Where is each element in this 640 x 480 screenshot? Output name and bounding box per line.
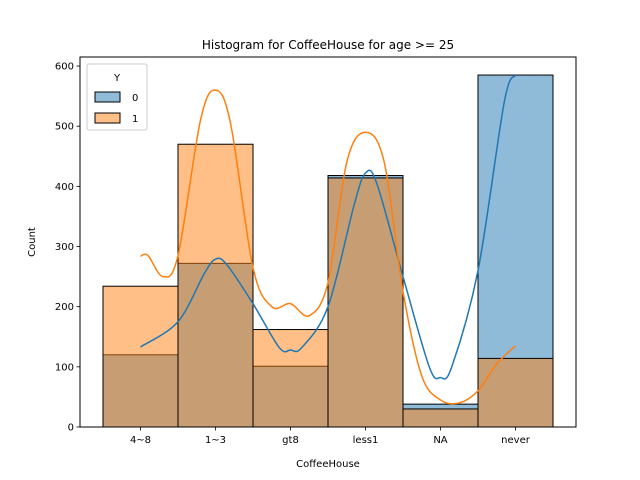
- y-tick-label-400: 400: [55, 182, 74, 193]
- chart-title: Histogram for CoffeeHouse for age >= 25: [202, 38, 454, 52]
- y-tick-label-0: 0: [68, 423, 74, 434]
- y-axis: 0 100 200 300 400 500 600: [55, 62, 80, 434]
- bar-series-1-less1: [327, 177, 404, 428]
- plot-frame: [79, 56, 577, 428]
- legend-label-1: 1: [132, 114, 138, 125]
- x-tick-label-4~8: 4~8: [130, 435, 151, 446]
- y-tick-label-300: 300: [55, 242, 74, 253]
- kde-line-series-1: [140, 89, 517, 405]
- kde-line-series-0: [140, 74, 517, 380]
- x-tick-label-never: never: [501, 435, 531, 446]
- y-tick-label-500: 500: [55, 122, 74, 133]
- y-tick-label-600: 600: [55, 62, 74, 73]
- x-tick-label-NA: NA: [433, 435, 447, 446]
- x-tick-label-1~3: 1~3: [205, 435, 226, 446]
- legend-swatch-1: [94, 112, 121, 124]
- legend: Y 0 1: [86, 63, 148, 131]
- x-tick-label-less1: less1: [353, 435, 379, 446]
- bar-series-1-gt8: [252, 329, 329, 428]
- legend-label-0: 0: [132, 93, 138, 104]
- legend-title: Y: [113, 73, 121, 84]
- bar-series-1-never: [477, 357, 554, 428]
- y-axis-label: Count: [27, 227, 38, 257]
- bar-series-1-NA: [402, 408, 479, 428]
- bars-layer: [102, 74, 554, 428]
- x-tick-label-gt8: gt8: [282, 435, 299, 446]
- kde-layer: [140, 74, 517, 405]
- y-tick-label-100: 100: [55, 362, 74, 373]
- x-axis: 4~8 1~3 gt8 less1 NA never: [130, 427, 531, 446]
- x-axis-label: CoffeeHouse: [296, 459, 360, 470]
- bar-series-1-4~8: [102, 285, 179, 428]
- legend-swatch-0: [94, 91, 121, 103]
- y-tick-label-200: 200: [55, 302, 74, 313]
